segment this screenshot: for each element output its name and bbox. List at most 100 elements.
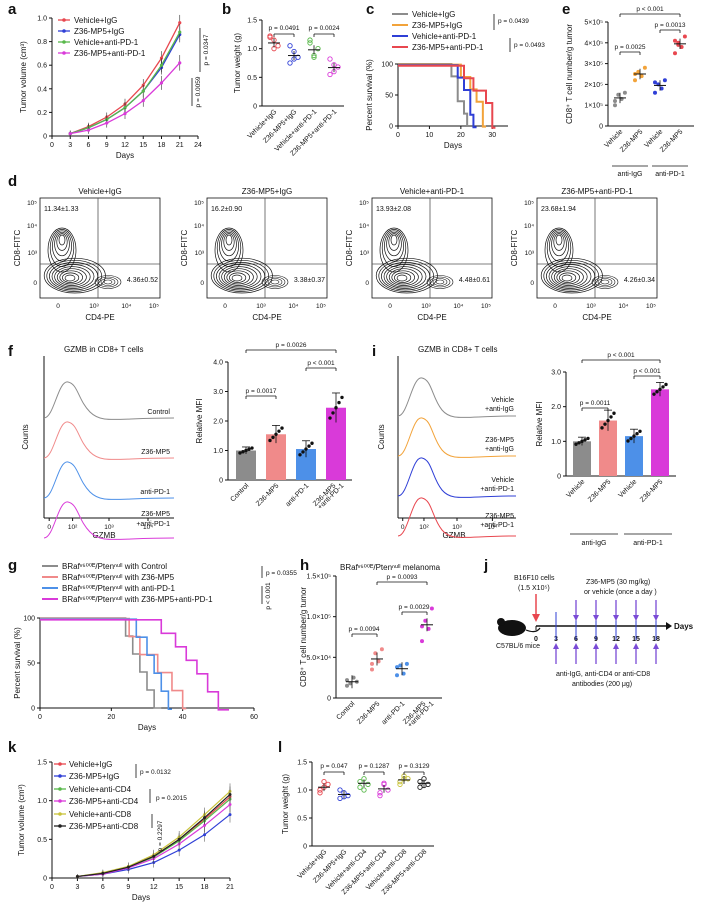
y-tick-label: 1×10⁵ xyxy=(584,103,603,110)
data-point xyxy=(653,90,657,95)
plot-title: Vehicle+IgG xyxy=(78,187,121,196)
density-contour xyxy=(223,268,254,286)
histogram-trace xyxy=(397,377,517,418)
x-axis-title: CD4-PE xyxy=(582,313,611,322)
y-tick-label: 10⁴ xyxy=(27,223,37,230)
y-tick-label: 0.4 xyxy=(37,86,47,93)
y-tick-label: 0 xyxy=(389,124,393,131)
p-value: p = 0.3129 xyxy=(399,763,430,770)
data-point xyxy=(357,784,363,790)
x-tick-label: 12 xyxy=(150,884,158,891)
trace-label: Vehicle xyxy=(491,477,514,484)
x-tick-label: 10⁴ xyxy=(143,524,153,531)
y-tick-label: 10⁵ xyxy=(27,200,37,207)
x-tick-label: 18 xyxy=(201,884,209,891)
quadrant-percent: 4.26±0.34 xyxy=(624,277,655,284)
density-contour xyxy=(600,279,610,285)
survival-curve xyxy=(40,619,230,711)
data-point xyxy=(307,444,311,448)
plot-title: BRafᵛ⁶⁰⁰ᴱ/Ptenⁿᵘˡˡ melanoma xyxy=(340,563,441,572)
y-axis-title: Tumor volume (cm³) xyxy=(17,784,26,856)
y-tick-label: 1.0 xyxy=(37,16,47,23)
x-tick-label: 10³ xyxy=(586,303,596,310)
y-tick-label: 0 xyxy=(327,696,331,703)
x-tick-label: 10⁵ xyxy=(149,303,159,310)
x-tick-label: 20 xyxy=(457,132,465,139)
data-point xyxy=(126,865,130,869)
density-contour xyxy=(218,264,262,289)
data-point xyxy=(307,40,313,46)
y-axis-title: Percent survival (%) xyxy=(13,627,22,699)
y-tick-label: 1.0 xyxy=(551,439,561,446)
flow-plot: Z36-MP5+IgG 16.2±0.90 3.38±0.37 0 0 10³ 10³ 10⁴… xyxy=(180,187,328,322)
data-point xyxy=(274,432,278,436)
density-contour xyxy=(47,227,77,273)
data-point xyxy=(600,426,604,430)
y-tick-label: 0.2 xyxy=(37,110,47,117)
data-point xyxy=(613,103,617,108)
injection-arrowhead xyxy=(532,614,540,622)
trace-label: anti-PD-1 xyxy=(140,489,170,496)
panel-e: 0 1×10⁵ 2×10⁵ 3×10⁵ 4×10⁵ 5×10⁵ CD8⁺ T cell nu… xyxy=(565,6,694,178)
data-point xyxy=(370,661,374,666)
data-point xyxy=(203,833,207,837)
y-axis-title: Relative MFI xyxy=(535,402,544,447)
data-point xyxy=(268,438,272,443)
legend-entry: Vehicle+IgG xyxy=(412,10,455,19)
p-value: p = 0.2015 xyxy=(156,795,187,802)
trace-label: +anti-PD-1 xyxy=(480,522,514,529)
p-value: p < 0.001 xyxy=(636,6,664,13)
legend-entry: Z36-MP5+IgG xyxy=(412,21,462,30)
data-point xyxy=(361,787,367,793)
survival-curve xyxy=(398,63,471,127)
plot-frame xyxy=(536,197,658,299)
legend-entry: Z36-MP5+anti-PD-1 xyxy=(74,49,146,58)
antibody-arrowhead xyxy=(653,643,659,649)
legend-entry: Vehicle+anti-CD8 xyxy=(69,810,132,819)
data-point xyxy=(376,659,381,664)
x-tick-label: 0 xyxy=(47,524,51,531)
density-contour xyxy=(97,276,119,288)
survival-curve xyxy=(398,64,477,129)
x-tick-label: 9 xyxy=(126,884,130,891)
legend-entry: BRafᵛ⁶⁰⁰ᴱ/Ptenⁿᵘˡˡ with anti-PD-1 xyxy=(62,584,176,593)
y-axis-title: Percent survival (%) xyxy=(365,59,374,131)
y-tick-label: 0 xyxy=(33,280,37,287)
y-tick-label: 3.0 xyxy=(551,370,561,377)
p-value: p = 0.0491 xyxy=(269,25,300,32)
data-point xyxy=(287,43,293,49)
plot-title: Z36-MP5+anti-PD-1 xyxy=(561,187,633,196)
legend-entry: Z36-MP5+IgG xyxy=(74,27,124,36)
x-tick-label: 10³ xyxy=(452,524,462,531)
density-contour xyxy=(555,234,563,246)
legend-marker xyxy=(58,799,62,803)
data-point xyxy=(327,71,333,78)
density-contour xyxy=(544,227,574,273)
category-label: Control xyxy=(229,482,250,503)
data-point xyxy=(267,33,273,39)
y-tick-label: 0 xyxy=(365,280,369,287)
density-contour xyxy=(226,270,250,285)
plot-frame xyxy=(206,197,328,299)
data-point xyxy=(203,823,207,827)
x-tick-label: 0 xyxy=(38,714,42,721)
x-tick-label: 0 xyxy=(50,142,54,149)
histogram-trace xyxy=(397,457,517,498)
data-point xyxy=(664,382,668,387)
density-contour xyxy=(390,234,398,246)
p-value: p = 0.0094 xyxy=(349,626,380,633)
data-point xyxy=(653,80,657,85)
y-tick-label: 1.0 xyxy=(247,46,257,53)
data-point xyxy=(317,790,323,796)
y-tick-label: 50 xyxy=(385,93,393,100)
y-tick-label: 0.5 xyxy=(297,816,307,823)
category-label: Z36-MP5 xyxy=(255,482,280,507)
density-contour xyxy=(549,230,569,262)
density-contour xyxy=(379,227,409,273)
drug-arrowhead xyxy=(633,615,639,621)
legend-marker xyxy=(62,29,66,33)
p-value: p < 0.001 xyxy=(607,352,635,359)
panel-a: 0 0.2 0.4 0.6 0.8 1.0 0 3 6 9 12 15 18 21 24 Tumor volu… xyxy=(19,14,210,160)
panel-label-h: h xyxy=(300,557,309,574)
panel-h: BRafᵛ⁶⁰⁰ᴱ/Ptenⁿᵘˡˡ melanoma 0 5.0×10⁴ 1.0×1… xyxy=(299,563,442,729)
